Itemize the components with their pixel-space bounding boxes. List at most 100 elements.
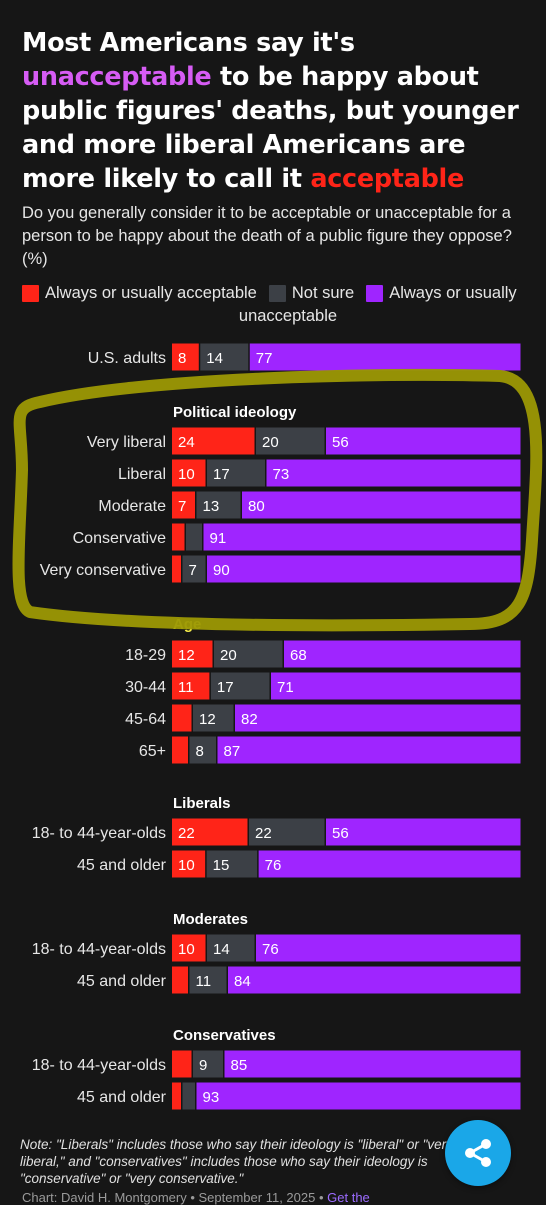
group-heading: Moderates — [173, 911, 248, 928]
bar-segment — [172, 459, 206, 487]
group-heading: Political ideology — [173, 404, 297, 421]
data-label: 10 — [178, 466, 195, 483]
row-label: 45 and older — [77, 1089, 167, 1106]
bar-segment — [186, 523, 202, 551]
data-label: 76 — [265, 857, 282, 874]
bar-segment — [207, 459, 265, 487]
bar-segment — [224, 1050, 521, 1078]
data-label: 20 — [220, 647, 237, 664]
bar-segment — [235, 704, 521, 732]
data-label: 68 — [290, 647, 307, 664]
data-label: 17 — [213, 466, 230, 483]
chart-title: Most Americans say it's unacceptable to … — [22, 28, 519, 194]
get-the-data-link[interactable]: Get the — [327, 1190, 370, 1205]
legend-swatch-acceptable — [22, 285, 39, 302]
data-label: 10 — [178, 857, 195, 874]
bar-segment — [249, 818, 325, 846]
chart-note: Note: "Liberals" includes those who say … — [20, 1137, 453, 1186]
bar-segment — [193, 704, 234, 732]
data-label: 76 — [262, 941, 279, 958]
row-label: 45 and older — [77, 973, 167, 990]
legend-label-wrap: unacceptable — [238, 307, 338, 325]
data-label: 9 — [199, 1057, 207, 1074]
row-label: 18- to 44-year-olds — [32, 941, 166, 958]
chart-legend: Always or usually acceptable Not sure Al… — [22, 282, 534, 328]
bar-segment — [270, 672, 521, 700]
bar-segment — [172, 427, 255, 455]
bar-segment — [182, 555, 206, 583]
data-label: 14 — [213, 941, 230, 958]
group-heading: Liberals — [173, 795, 231, 812]
data-label: 12 — [199, 711, 216, 728]
bar-segment — [249, 343, 521, 371]
title-highlight-acceptable: acceptable — [310, 164, 464, 194]
row-label: Very conservative — [40, 562, 166, 579]
bar-segment — [207, 934, 255, 962]
bar-segment — [196, 1082, 521, 1110]
bar-segment — [172, 523, 185, 551]
bar-segment — [182, 1082, 195, 1110]
bar-segment — [256, 934, 521, 962]
bar-segment — [206, 850, 258, 878]
bar-segment — [172, 640, 213, 668]
data-label: 22 — [255, 825, 272, 842]
data-label: 8 — [178, 350, 186, 367]
data-label: 13 — [203, 498, 220, 515]
data-label: 91 — [210, 530, 227, 547]
row-label: 65+ — [139, 743, 166, 760]
bar-segment — [172, 672, 210, 700]
bar-segment — [228, 966, 521, 994]
bar-segment — [172, 555, 181, 583]
bar-segment — [172, 850, 206, 878]
legend-item-acceptable: Always or usually acceptable — [22, 282, 257, 305]
legend-item-not-sure: Not sure — [268, 282, 354, 305]
data-label: 7 — [178, 498, 186, 515]
bar-segment — [196, 491, 241, 519]
data-label: 11 — [196, 973, 212, 990]
bar-segment — [242, 491, 521, 519]
row-label: 45 and older — [77, 857, 167, 874]
bar-segment — [172, 343, 199, 371]
bar-segment — [172, 818, 248, 846]
data-label: 77 — [256, 350, 273, 367]
data-label: 85 — [231, 1057, 248, 1074]
bar-segment — [214, 640, 283, 668]
data-label: 56 — [332, 825, 349, 842]
data-label: 24 — [178, 434, 195, 451]
bar-segment — [172, 1082, 181, 1110]
bar-segment — [326, 818, 521, 846]
bar-segment — [266, 459, 521, 487]
bar-segment — [172, 934, 206, 962]
data-label: 11 — [178, 679, 194, 696]
data-label: 8 — [196, 743, 204, 760]
chart-footer: Chart: David H. Montgomery • September 1… — [22, 1190, 370, 1205]
bar-segment — [172, 966, 188, 994]
bar-segment — [172, 736, 188, 764]
annotation-circle — [12, 368, 543, 632]
bar-segment — [172, 704, 192, 732]
bar-segment — [217, 736, 521, 764]
bar-segment — [256, 427, 325, 455]
bar-segment — [200, 343, 249, 371]
row-label: Moderate — [98, 498, 166, 515]
data-label: 7 — [189, 562, 197, 579]
data-label: 22 — [178, 825, 195, 842]
bar-segment — [207, 555, 521, 583]
bar-segment — [189, 966, 227, 994]
bar-segment — [172, 1050, 192, 1078]
row-label: 45-64 — [125, 711, 166, 728]
legend-swatch-not-sure — [268, 285, 286, 302]
row-label: 18- to 44-year-olds — [32, 825, 166, 842]
bar-segment — [193, 1050, 223, 1078]
bar-segment — [189, 736, 216, 764]
group-heading: Conservatives — [173, 1027, 276, 1044]
data-label: 71 — [277, 679, 294, 696]
chart-credit: Chart: David H. Montgomery • September 1… — [22, 1190, 324, 1205]
data-label: 14 — [206, 350, 223, 367]
data-label: 80 — [248, 498, 265, 515]
share-button[interactable] — [445, 1120, 511, 1186]
data-label: 15 — [213, 857, 230, 874]
data-label: 12 — [178, 647, 195, 664]
bar-segment — [210, 672, 270, 700]
